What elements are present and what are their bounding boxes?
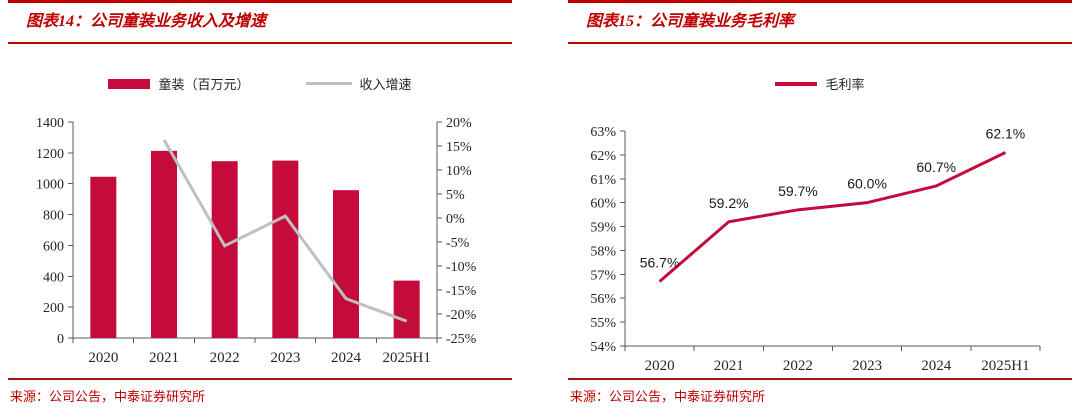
left-axis-tick-label: 1000 [36,178,64,193]
right-axis-tick-label: 5% [446,188,465,203]
bar-2022 [211,161,238,338]
data-label-2022: 59.7% [778,183,818,199]
growth-rate-line [162,139,408,323]
x-axis-label: 2023 [852,358,882,374]
y-axis-tick-label: 57% [590,268,616,283]
y-axis-tick-label: 59% [590,221,616,236]
x-axis-label: 2021 [714,358,744,374]
x-axis-label: 2023 [270,350,300,366]
data-label-2021: 59.2% [709,195,749,211]
figure-14-legend: 童装（百万元） 收入增速 [8,74,512,93]
figure-15-title: 图表15：公司童装业务毛利率 [586,13,795,30]
figure-14-source: 来源：公司公告，中泰证券研究所 [8,378,512,416]
right-axis-tick-label: -20% [446,308,477,323]
right-axis-tick-label: -5% [446,236,470,251]
bar-2020 [90,176,117,338]
y-axis-tick-label: 54% [590,340,616,355]
right-axis-tick-label: 15% [446,140,472,155]
x-axis-label: 2025H1 [382,350,430,366]
right-axis-tick-label: 20% [446,116,472,131]
legend-label-revenue: 童装（百万元） [158,77,250,92]
y-axis-tick-label: 56% [590,292,616,307]
figure-15-line-chart: 63% 62% 61% 60% 59% 58% 57% 56% 55% 54% 2020 2021 20… [590,125,1041,374]
gray-line-swatch-icon [305,82,352,85]
x-axis-label: 2022 [210,350,240,366]
y-axis-tick-label: 58% [590,244,616,259]
figure-15-source: 来源：公司公告，中泰证券研究所 [568,378,1072,416]
gross-margin-line [658,151,1007,283]
legend-label-growth: 收入增速 [359,77,412,92]
data-label-2023: 60.0% [847,176,887,192]
bar-2024 [333,190,359,338]
y-axis-tick-label: 55% [590,316,616,331]
data-label-2024: 60.7% [916,159,956,175]
right-axis-tick-label: 0% [446,212,465,227]
x-axis-label: 2020 [88,350,118,366]
x-axis-label: 2021 [149,350,179,366]
right-axis-tick-label: -15% [446,284,477,299]
figure-15-titlebar: 图表15：公司童装业务毛利率 [568,0,1072,44]
x-axis-label: 2020 [645,358,675,374]
figure-14-panel: 图表14：公司童装业务收入及增速 童装（百万元） 收入增速 1400 1200 10… [8,0,512,416]
figure-14-title: 图表14：公司童装业务收入及增速 [26,13,267,30]
y-axis-tick-label: 60% [590,197,616,212]
right-axis-tick-label: -10% [446,260,477,275]
figure-15-legend: 毛利率 [568,74,1072,93]
crimson-line-swatch-icon [775,81,818,86]
data-label-2025H1: 62.1% [986,126,1026,142]
y-axis-tick-label: 63% [590,125,616,140]
y-axis-tick-label: 62% [590,149,616,164]
legend-item-revenue: 童装（百万元） [108,74,250,93]
right-axis-tick-label: 10% [446,164,472,179]
x-axis-label: 2024 [921,358,952,374]
legend-label-margin: 毛利率 [825,77,865,92]
x-axis-label: 2024 [331,350,362,366]
bar-swatch-icon [108,78,151,89]
left-axis-tick-label: 0 [57,332,64,347]
figure-15-chart-area: 毛利率 63% 62% 61% 60% 59% 58% 57% 56% 55% 54% 2020 20… [568,44,1072,378]
data-label-2020: 56.7% [640,255,680,271]
bar-2025H1 [393,280,420,338]
left-axis-tick-label: 800 [43,209,64,224]
left-axis-tick-label: 600 [43,239,64,254]
y-axis-tick-label: 61% [590,173,616,188]
x-axis-label: 2025H1 [981,358,1029,374]
figure-14-combo-chart: 1400 1200 1000 800 600 400 200 0 20% 15% 10% 5% 0% -5… [36,116,477,366]
figure-14-titlebar: 图表14：公司童装业务收入及增速 [8,0,512,44]
left-axis-tick-label: 400 [43,270,64,285]
x-axis-label: 2022 [783,358,813,374]
bar-2021 [151,150,177,338]
bar-2023 [272,160,299,338]
figure-15-panel: 图表15：公司童装业务毛利率 毛利率 63% 62% 61% 60% 59% 58% 57%… [568,0,1072,416]
left-axis-tick-label: 1400 [36,116,64,131]
legend-item-margin: 毛利率 [775,74,865,93]
right-axis-tick-label: -25% [446,332,477,347]
figure-14-chart-area: 童装（百万元） 收入增速 1400 1200 1000 800 600 400 200 0 20… [8,44,512,378]
legend-item-growth: 收入增速 [305,74,412,93]
left-axis-tick-label: 200 [43,301,64,316]
left-axis-tick-label: 1200 [36,147,64,162]
